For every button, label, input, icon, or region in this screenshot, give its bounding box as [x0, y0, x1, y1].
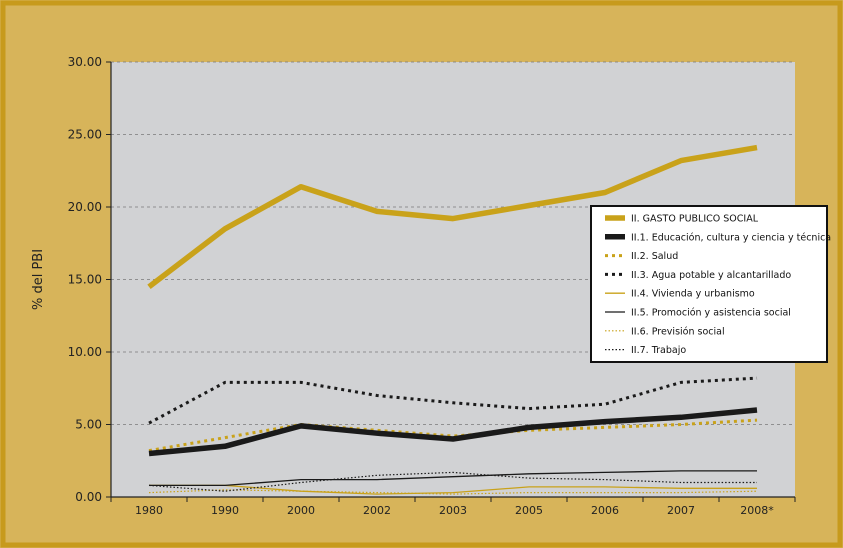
- legend-label: II.4. Vivienda y urbanismo: [631, 289, 755, 300]
- legend-label: II. GASTO PUBLICO SOCIAL: [631, 214, 759, 225]
- x-tick-label: 2000: [287, 504, 315, 517]
- legend-label: II.7. Trabajo: [631, 345, 686, 356]
- series-line: [148, 471, 757, 492]
- series-line: [148, 407, 758, 457]
- y-axis-title: % del PBI: [31, 249, 46, 310]
- series-lines: [147, 144, 758, 495]
- x-tick-label: 2006: [591, 504, 619, 517]
- series-line: [149, 484, 757, 495]
- legend: II. GASTO PUBLICO SOCIAL II.1. Educación,…: [590, 205, 831, 363]
- y-tick-label: 15.00: [68, 273, 102, 287]
- x-tick-label: 2003: [439, 504, 467, 517]
- series-line: [147, 144, 758, 289]
- series-line: [149, 470, 757, 487]
- x-tick-label: 1980: [135, 504, 163, 517]
- x-tick-label: 2008*: [740, 504, 774, 517]
- x-tick-label: 2005: [515, 504, 543, 517]
- legend-label: II.1. Educación, cultura y ciencia y téc…: [631, 232, 831, 243]
- x-tick-label: 2002: [363, 504, 391, 517]
- legend-label: II.2. Salud: [631, 251, 678, 262]
- y-tick-label: 25.00: [68, 128, 102, 142]
- legend-label: II.3. Agua potable y alcantarillado: [631, 270, 791, 281]
- y-tick-label: 30.00: [68, 55, 102, 69]
- series-line: [148, 376, 758, 425]
- y-tick-label: 5.00: [75, 418, 102, 432]
- legend-label: II.5. Promoción y asistencia social: [631, 308, 791, 319]
- x-tick-label: 1990: [211, 504, 239, 517]
- axis-ticks: 0.00 5.00 10.00 15.00 20.00 25.00 30.00 1980 199…: [68, 55, 796, 517]
- legend-box: [590, 205, 828, 363]
- y-tick-label: 0.00: [75, 490, 102, 504]
- y-tick-label: 20.00: [68, 200, 102, 214]
- x-tick-label: 2007: [667, 504, 695, 517]
- y-tick-label: 10.00: [68, 345, 102, 359]
- legend-label: II.6. Previsión social: [631, 326, 725, 337]
